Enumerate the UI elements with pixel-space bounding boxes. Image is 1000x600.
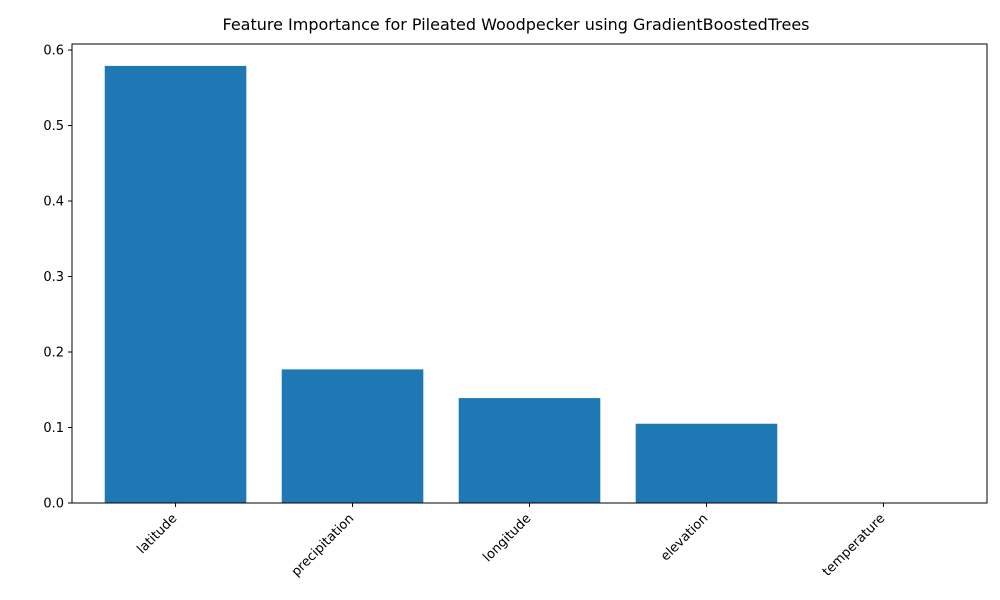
x-tick-label-temperature: temperature — [820, 511, 888, 579]
y-axis: 0.0 0.1 0.2 0.3 0.4 0.5 0.6 — [43, 44, 72, 512]
x-tick-label-precipitation: precipitation — [289, 511, 358, 580]
y-tick-label: 0.1 — [43, 421, 64, 436]
x-tick-label-longitude: longitude — [480, 511, 534, 565]
y-tick-label: 0.3 — [43, 270, 64, 285]
x-tick-label-elevation: elevation — [658, 511, 711, 564]
x-axis: latitude precipitation longitude elevation t… — [134, 503, 888, 580]
y-tick-label: 0.2 — [43, 346, 64, 361]
y-tick-label: 0.6 — [43, 44, 64, 59]
chart-title: Feature Importance for Pileated Woodpeck… — [223, 15, 810, 34]
y-tick-label: 0.0 — [43, 497, 64, 512]
bar-precipitation — [281, 369, 424, 503]
y-tick-label: 0.4 — [43, 195, 64, 210]
bar-latitude — [104, 65, 247, 503]
plot-frame — [71, 43, 988, 504]
bar-longitude — [458, 398, 601, 503]
bars — [104, 65, 778, 503]
x-tick-label-latitude: latitude — [134, 511, 180, 557]
bar-elevation — [635, 423, 778, 503]
y-tick-label: 0.5 — [43, 119, 64, 134]
